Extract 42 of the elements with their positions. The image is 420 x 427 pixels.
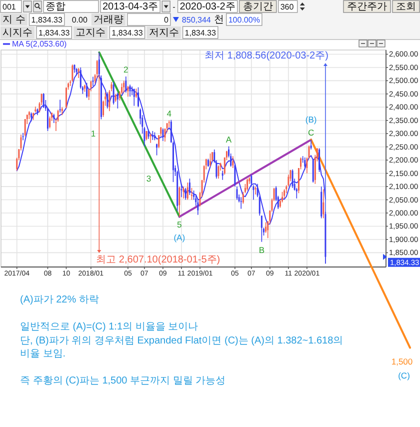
annotation: 최고 2,607.10(2018-01-5주) <box>96 254 220 266</box>
annotation: A <box>226 134 232 144</box>
input: 1,834.33 <box>36 26 72 39</box>
text: 1,500 <box>391 356 413 367</box>
annotation: (B) <box>305 114 317 125</box>
input: 360 <box>278 0 298 13</box>
button: 총기간 <box>239 0 277 13</box>
input: 1,834.33 <box>28 13 65 26</box>
input: 2020-03-2주 <box>177 0 238 13</box>
label: 지 수 <box>0 14 28 26</box>
label: 고지수 <box>74 26 108 38</box>
text: 0.00 <box>72 16 88 24</box>
note: (A)파가 22% 하락 <box>20 294 99 306</box>
label: 시지수 <box>0 26 34 38</box>
text: 천 <box>214 14 224 26</box>
text: 850,344 <box>182 16 211 24</box>
label: 저지수 <box>146 26 181 38</box>
note: 단, (B)파가 위의 경우처럼 Expanded Flat이면 (C)는 (A)의 1.382~1.618의 비율 보임. <box>20 336 344 360</box>
input: 2013-04-3주 <box>100 0 160 13</box>
label: 거래량 <box>91 14 126 26</box>
annotation: 2 <box>124 64 129 74</box>
input: 종합 <box>43 0 99 13</box>
input: 1,834.33 <box>182 26 218 39</box>
annotation: C <box>308 128 314 138</box>
annotation: B <box>258 244 265 255</box>
input: 1,834.33 <box>109 26 146 39</box>
note: 즉 주황의 (C)파는 1,500 부근까지 밀릴 가능성 <box>20 376 226 386</box>
annotation: 1 <box>90 128 96 138</box>
annotation: 3 <box>146 173 152 184</box>
annotation: (A) <box>174 232 186 243</box>
button: 주간주가 <box>343 0 391 13</box>
annotation: 최저 1,808.56(2020-03-2주) <box>204 50 328 62</box>
input: 0 <box>127 13 171 26</box>
text: - <box>172 2 176 12</box>
input: 100.00% <box>226 13 262 26</box>
annotation: 5 <box>177 220 182 230</box>
button: 조회 <box>392 0 420 13</box>
input: 001 <box>0 0 22 13</box>
text: (C) <box>398 370 410 381</box>
annotation: 4 <box>166 108 172 118</box>
note: 일반적으로 (A)=(C) 1:1의 비율을 보이나 <box>20 322 198 332</box>
legend-item: MA 5(2,053.60) <box>3 40 67 48</box>
